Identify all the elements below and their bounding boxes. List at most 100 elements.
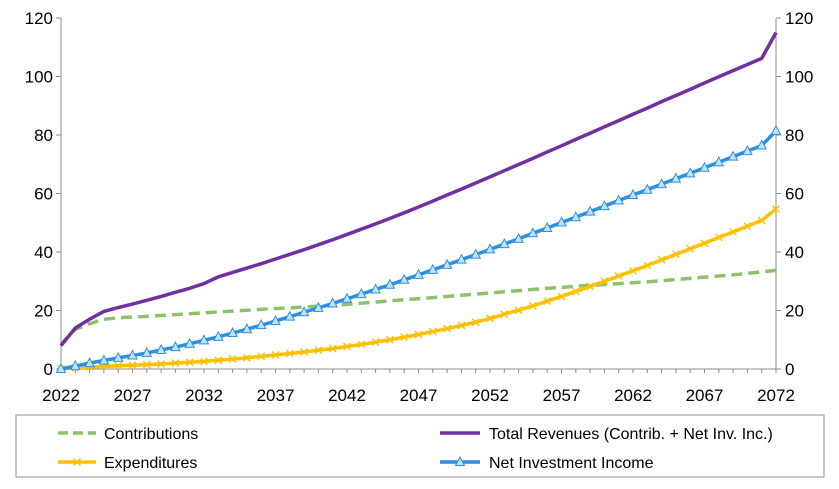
data-point [343, 342, 351, 351]
x-tick-label: 2022 [42, 386, 80, 405]
data-point [155, 343, 167, 354]
data-point [457, 321, 466, 330]
x-tick-label: 2047 [400, 386, 438, 405]
data-point [157, 360, 166, 369]
data-point [428, 327, 437, 336]
data-point [699, 161, 710, 172]
data-point [185, 358, 194, 367]
x-tick-label: 2057 [543, 386, 581, 405]
data-point [69, 360, 81, 371]
y-tick-label-left: 80 [34, 126, 53, 145]
data-point [498, 238, 510, 249]
data-point [456, 253, 467, 264]
y-tick-label-left: 60 [34, 185, 53, 204]
x-tick-label: 2037 [257, 386, 295, 405]
data-point [171, 359, 180, 368]
data-point [228, 355, 237, 364]
data-point [643, 261, 652, 270]
data-point [713, 156, 725, 167]
data-point [527, 227, 539, 238]
data-point [484, 243, 496, 254]
x-tick-label: 2042 [328, 386, 366, 405]
data-point [227, 326, 238, 338]
data-point [55, 362, 67, 373]
x-tick-label: 2032 [185, 386, 223, 405]
data-point [556, 216, 567, 227]
data-point [298, 306, 310, 317]
data-point [584, 205, 596, 216]
y-tick-label-left: 120 [25, 9, 53, 28]
data-point [84, 357, 95, 368]
data-point [443, 324, 452, 333]
data-point [557, 292, 566, 301]
data-point [214, 356, 223, 365]
data-point [398, 273, 410, 284]
data-point [328, 344, 337, 353]
y-tick-label-right: 100 [785, 68, 813, 87]
data-point [142, 360, 151, 369]
legend-label: Net Investment Income [489, 455, 654, 472]
legend-label: Total Revenues (Contrib. + Net Inv. Inc.… [489, 426, 773, 443]
data-point [729, 227, 738, 236]
data-point [543, 297, 552, 306]
data-point [571, 287, 580, 296]
data-point [700, 239, 709, 248]
data-point [314, 346, 323, 355]
data-point [570, 211, 582, 222]
legend-box [15, 414, 825, 478]
data-point [112, 351, 124, 362]
data-point [114, 361, 123, 370]
data-point [257, 352, 266, 361]
data-point [470, 248, 482, 259]
data-point [670, 172, 682, 183]
data-point [514, 306, 523, 315]
data-point [627, 188, 639, 199]
data-point [98, 354, 110, 365]
y-tick-label-right: 80 [785, 126, 804, 145]
data-point [427, 263, 439, 274]
data-point [313, 301, 324, 312]
data-point [714, 233, 723, 242]
y-tick-label-left: 20 [34, 302, 53, 321]
y-tick-label-right: 120 [785, 9, 813, 28]
data-point [255, 319, 267, 330]
data-point [742, 145, 753, 156]
data-point [599, 200, 610, 211]
data-point [271, 350, 280, 359]
data-point [656, 178, 667, 189]
data-point [513, 232, 524, 243]
legend-marker [73, 458, 81, 466]
data-point [772, 205, 780, 213]
data-point [170, 340, 181, 352]
x-tick-label: 2052 [471, 386, 509, 405]
x-tick-label: 2072 [757, 386, 795, 405]
y-tick-label-left: 0 [44, 360, 53, 379]
series-layer [55, 31, 782, 373]
data-point [613, 194, 625, 205]
y-tick-label-right: 60 [785, 185, 804, 204]
data-point [384, 278, 396, 289]
series-line [59, 268, 777, 346]
series-0 [59, 268, 777, 346]
data-point [441, 258, 453, 269]
data-point [629, 266, 637, 275]
data-point [141, 346, 153, 357]
data-point [371, 338, 380, 347]
data-point [671, 250, 680, 259]
data-point [414, 330, 423, 339]
data-point [341, 292, 353, 303]
data-point [385, 335, 394, 344]
data-point [285, 349, 294, 358]
data-point [200, 357, 208, 366]
axes-group: 0 20 40 60 80 100 120 0 20 40 60 80 100 120 2022 2027 20… [25, 9, 814, 405]
data-point [127, 349, 138, 360]
data-point [212, 330, 224, 341]
series-1 [59, 31, 778, 347]
data-point [541, 221, 553, 233]
data-point [614, 271, 623, 280]
data-point [686, 244, 695, 253]
y-tick-label-right: 40 [785, 243, 804, 262]
data-point [500, 310, 509, 319]
